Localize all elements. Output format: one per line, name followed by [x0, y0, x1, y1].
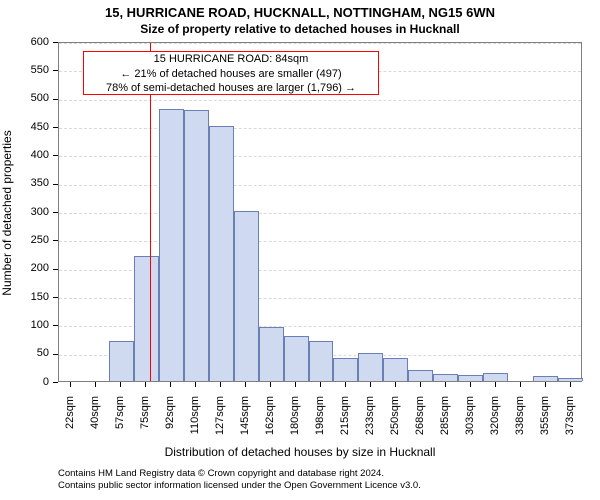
gridline [59, 185, 581, 186]
gridline [59, 100, 581, 101]
x-tick-mark [570, 382, 571, 387]
x-tick-mark [270, 382, 271, 387]
y-tick-label: 0 [15, 376, 49, 388]
x-tick-mark [370, 382, 371, 387]
bar [284, 336, 309, 381]
y-tick-mark [53, 382, 58, 383]
x-tick-mark [495, 382, 496, 387]
gridline [59, 128, 581, 129]
bar [184, 110, 209, 381]
y-tick-mark [53, 212, 58, 213]
annotation-line: 78% of semi-detached houses are larger (… [84, 81, 378, 96]
x-tick-mark [195, 382, 196, 387]
bar [483, 373, 508, 382]
bar [558, 378, 583, 381]
x-tick-mark [145, 382, 146, 387]
x-tick-mark [320, 382, 321, 387]
y-tick-label: 200 [15, 262, 49, 274]
y-tick-label: 350 [15, 177, 49, 189]
bar [309, 341, 334, 381]
x-tick-mark [295, 382, 296, 387]
chart-subtitle: Size of property relative to detached ho… [0, 22, 600, 36]
y-tick-mark [53, 297, 58, 298]
bar [533, 376, 558, 381]
x-tick-mark [395, 382, 396, 387]
bar [159, 109, 184, 381]
bar [333, 358, 358, 381]
x-tick-mark [95, 382, 96, 387]
footer-text: Contains HM Land Registry data © Crown c… [58, 468, 421, 492]
bar [383, 358, 408, 381]
y-tick-label: 150 [15, 291, 49, 303]
x-tick-mark [345, 382, 346, 387]
x-axis-label: Distribution of detached houses by size … [0, 445, 600, 459]
y-tick-label: 500 [15, 92, 49, 104]
gridline [59, 156, 581, 157]
y-tick-mark [53, 240, 58, 241]
x-tick-mark [70, 382, 71, 387]
x-tick-mark [220, 382, 221, 387]
y-tick-mark [53, 354, 58, 355]
x-tick-mark [445, 382, 446, 387]
y-tick-label: 550 [15, 64, 49, 76]
y-tick-mark [53, 269, 58, 270]
bar [134, 256, 159, 381]
x-tick-mark [470, 382, 471, 387]
annotation-line: 15 HURRICANE ROAD: 84sqm [84, 52, 378, 67]
y-tick-mark [53, 42, 58, 43]
x-tick-mark [120, 382, 121, 387]
y-tick-label: 100 [15, 319, 49, 331]
y-tick-label: 300 [15, 206, 49, 218]
y-tick-mark [53, 99, 58, 100]
x-tick-mark [245, 382, 246, 387]
bar [209, 126, 234, 381]
plot-area: 15 HURRICANE ROAD: 84sqm← 21% of detache… [58, 42, 582, 382]
gridline [59, 43, 581, 44]
bar [408, 370, 433, 381]
annotation-box: 15 HURRICANE ROAD: 84sqm← 21% of detache… [83, 51, 379, 95]
bar [358, 353, 383, 381]
bar [259, 327, 284, 381]
bar [458, 375, 483, 381]
footer-line: Contains public sector information licen… [58, 480, 421, 492]
y-tick-label: 600 [15, 36, 49, 48]
x-tick-mark [520, 382, 521, 387]
y-tick-mark [53, 70, 58, 71]
y-axis-label: Number of detached properties [0, 43, 14, 383]
y-tick-mark [53, 127, 58, 128]
x-tick-mark [170, 382, 171, 387]
bar [433, 374, 458, 381]
y-tick-label: 400 [15, 149, 49, 161]
bar [109, 341, 134, 381]
bar [234, 211, 259, 381]
chart-container: 15, HURRICANE ROAD, HUCKNALL, NOTTINGHAM… [0, 0, 600, 500]
x-tick-mark [545, 382, 546, 387]
annotation-line: ← 21% of detached houses are smaller (49… [84, 67, 378, 82]
y-tick-label: 50 [15, 347, 49, 359]
x-tick-mark [420, 382, 421, 387]
y-tick-mark [53, 184, 58, 185]
y-tick-label: 250 [15, 234, 49, 246]
gridline [59, 241, 581, 242]
y-tick-label: 450 [15, 121, 49, 133]
chart-title: 15, HURRICANE ROAD, HUCKNALL, NOTTINGHAM… [0, 5, 600, 20]
y-tick-mark [53, 155, 58, 156]
y-tick-mark [53, 325, 58, 326]
gridline [59, 213, 581, 214]
footer-line: Contains HM Land Registry data © Crown c… [58, 468, 421, 480]
